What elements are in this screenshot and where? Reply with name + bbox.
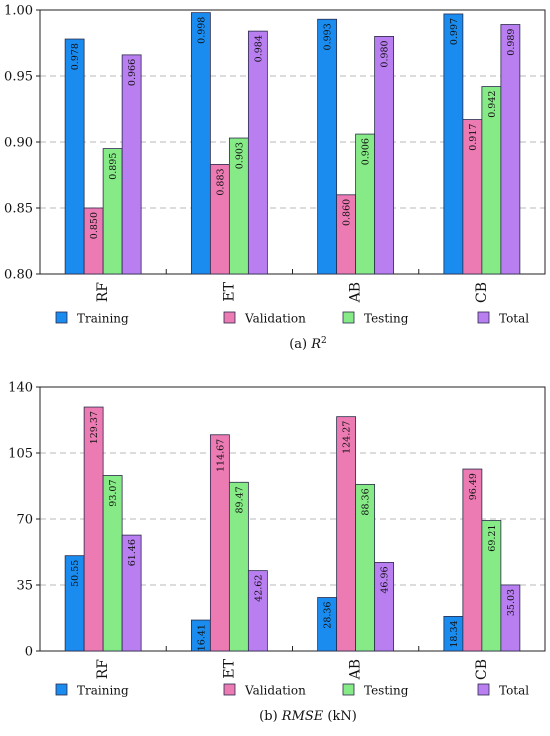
data-label: 0.980 [380, 40, 391, 67]
data-label: 0.998 [196, 17, 207, 44]
y-tick-label: 0.85 [4, 202, 33, 217]
chart-caption: (a) R2 [289, 336, 327, 352]
bar-training-et [190, 12, 211, 275]
chart-caption: (b) RMSE (kN) [259, 709, 357, 724]
caption-sup: 2 [321, 336, 327, 346]
caption-suffix: (kN) [323, 709, 357, 724]
y-tick-label: 0.95 [4, 70, 33, 85]
data-label: 93.07 [108, 479, 119, 506]
data-label: 124.27 [342, 421, 353, 454]
data-label: 0.903 [234, 142, 245, 169]
data-label: 0.906 [361, 138, 372, 165]
data-label: 0.917 [468, 124, 479, 151]
legend-swatch-training [55, 311, 68, 324]
x-category-label: RF [95, 659, 111, 680]
legend-swatch-training [55, 683, 68, 696]
legend-swatch-testing [342, 683, 355, 696]
caption-label: RMSE [281, 709, 324, 724]
data-label: 0.942 [487, 91, 498, 118]
data-label: 16.41 [196, 624, 207, 651]
legend: Training Validation Testing Total [55, 311, 529, 326]
caption-prefix: (b) [259, 709, 282, 724]
data-label: 42.62 [253, 575, 264, 602]
legend-swatch-total [477, 683, 490, 696]
data-label: 0.989 [506, 29, 517, 56]
data-label: 18.34 [449, 620, 460, 647]
data-label: 0.978 [70, 43, 81, 70]
data-label: 129.37 [89, 411, 100, 444]
data-label: 0.895 [108, 153, 119, 180]
bar-total-rf [121, 54, 142, 275]
data-label: 69.21 [487, 524, 498, 551]
legend-swatch-total [477, 311, 490, 324]
bar-training-rf [64, 38, 85, 275]
bar-testing-et [228, 481, 249, 652]
data-label: 28.36 [323, 602, 334, 629]
data-label: 0.966 [127, 59, 138, 86]
bar-total-ab [374, 36, 395, 275]
bar-training-cb [443, 13, 464, 275]
data-label: 88.36 [361, 488, 372, 515]
y-tick-label: 105 [8, 447, 33, 462]
y-tick-label: 0 [25, 645, 33, 660]
x-category-label: RF [95, 282, 111, 303]
data-label: 46.96 [380, 566, 391, 593]
data-label: 114.67 [215, 439, 226, 472]
data-label: 96.49 [468, 473, 479, 500]
legend-label: Total [499, 312, 529, 326]
caption-prefix: (a) [289, 337, 311, 352]
legend-label: Training [77, 312, 129, 326]
legend-swatch-validation [223, 683, 236, 696]
x-category-label: CB [474, 659, 490, 680]
legend-label: Validation [244, 684, 306, 698]
legend-label: Testing [364, 684, 409, 698]
legend: Training Validation Testing Total [55, 683, 529, 698]
legend-label: Testing [364, 312, 409, 326]
data-label: 89.47 [234, 486, 245, 513]
x-category-label: ET [221, 658, 237, 678]
legend-label: Total [499, 684, 529, 698]
y-tick-label: 140 [8, 381, 33, 396]
x-category-label: AB [348, 282, 364, 303]
legend-label: Training [77, 684, 129, 698]
x-category-label: CB [474, 282, 490, 303]
bar-total-rf [121, 534, 142, 652]
data-label: 35.03 [506, 589, 517, 616]
data-label: 0.850 [89, 212, 100, 239]
y-tick-label: 0.90 [4, 136, 33, 151]
legend-swatch-validation [223, 311, 236, 324]
data-label: 0.883 [215, 168, 226, 195]
data-label: 61.46 [127, 539, 138, 566]
data-label: 50.55 [70, 560, 81, 587]
legend-label: Validation [244, 312, 306, 326]
y-tick-label: 35 [16, 579, 33, 594]
bar-total-et [247, 570, 268, 652]
y-tick-label: 1.00 [4, 4, 33, 19]
data-label: 0.860 [342, 199, 353, 226]
x-category-label: AB [348, 659, 364, 680]
bar-total-et [247, 30, 268, 275]
data-label: 0.984 [253, 35, 264, 62]
bar-total-cb [500, 24, 521, 275]
bar-total-cb [500, 584, 521, 652]
bar-training-ab [317, 18, 338, 275]
x-category-label: ET [221, 281, 237, 301]
legend-swatch-testing [342, 311, 355, 324]
y-tick-label: 70 [16, 513, 33, 528]
bar-total-ab [374, 562, 395, 652]
data-label: 0.997 [449, 18, 460, 45]
chart-rmse: 0 35 70 105 140 50.55 129.37 93.07 61.46 RF 16.41 1… [8, 381, 546, 724]
caption-label: R [310, 337, 321, 352]
y-tick-label: 0.80 [4, 268, 33, 283]
chart-r2: 0.80 0.85 0.90 0.95 1.00 0.978 0.850 0.895 0.966… [4, 4, 546, 352]
data-label: 0.993 [323, 23, 334, 50]
